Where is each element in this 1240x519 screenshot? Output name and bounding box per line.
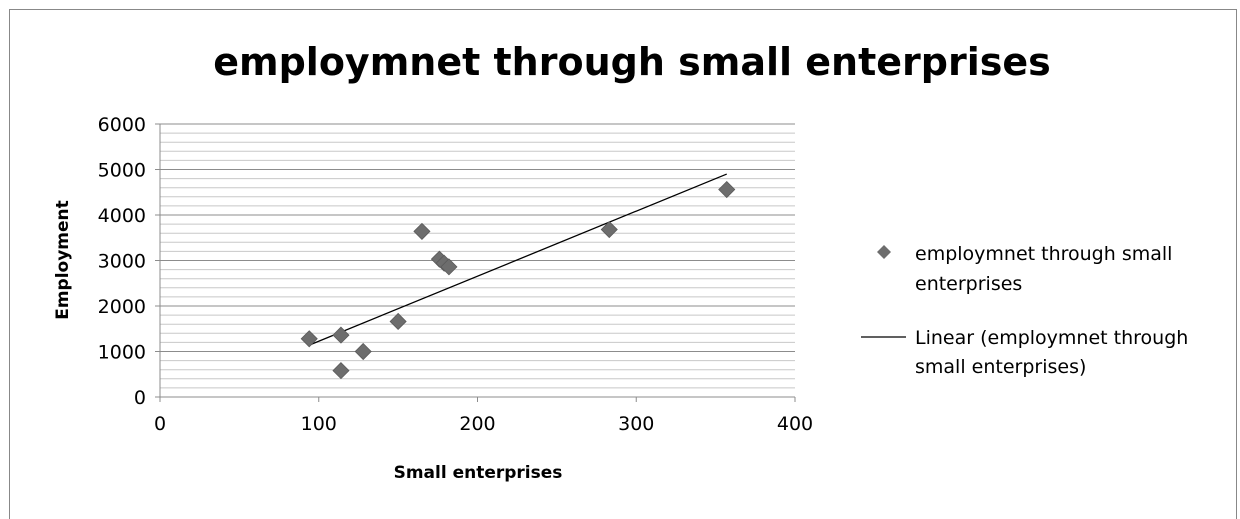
chart-frame [9, 9, 1237, 519]
legend-marker-diamond [877, 245, 891, 259]
legend-label-trendline: Linear (employmnet through small enterpr… [915, 327, 1194, 378]
x-tick-label: 100 [301, 413, 337, 435]
data-point [440, 258, 458, 276]
gridlines [160, 123, 795, 389]
data-points [300, 180, 736, 380]
x-tick-label: 200 [459, 413, 495, 435]
x-axis-title: Small enterprises [394, 463, 563, 483]
y-tick-label: 2000 [98, 296, 146, 318]
trendline [308, 173, 727, 346]
legend-label-series: employmnet through small enterprises [915, 243, 1178, 295]
data-point [718, 180, 736, 199]
y-tick-label: 5000 [98, 160, 146, 182]
axes [155, 123, 796, 402]
data-point [600, 220, 618, 239]
y-tick-label: 1000 [98, 342, 146, 364]
x-tick-labels: 0 100 200 300 400 [154, 413, 813, 435]
data-point [389, 312, 407, 331]
chart-title: employmnet through small enterprises [213, 40, 1051, 84]
legend: employmnet through small enterprises Lin… [861, 243, 1194, 378]
y-axis-title: Employment [53, 200, 73, 320]
y-tick-labels: 0 1000 2000 3000 4000 5000 6000 [98, 114, 146, 409]
data-point [413, 222, 431, 240]
x-tick-label: 400 [777, 413, 813, 435]
y-tick-label: 4000 [98, 205, 146, 227]
y-tick-label: 0 [134, 387, 146, 409]
y-tick-label: 3000 [98, 251, 146, 273]
data-point [332, 362, 350, 380]
x-tick-label: 300 [618, 413, 654, 435]
y-tick-label: 6000 [98, 114, 146, 136]
data-point [354, 342, 372, 361]
data-point [332, 326, 350, 344]
x-tick-label: 0 [154, 413, 166, 435]
data-point [300, 330, 318, 348]
